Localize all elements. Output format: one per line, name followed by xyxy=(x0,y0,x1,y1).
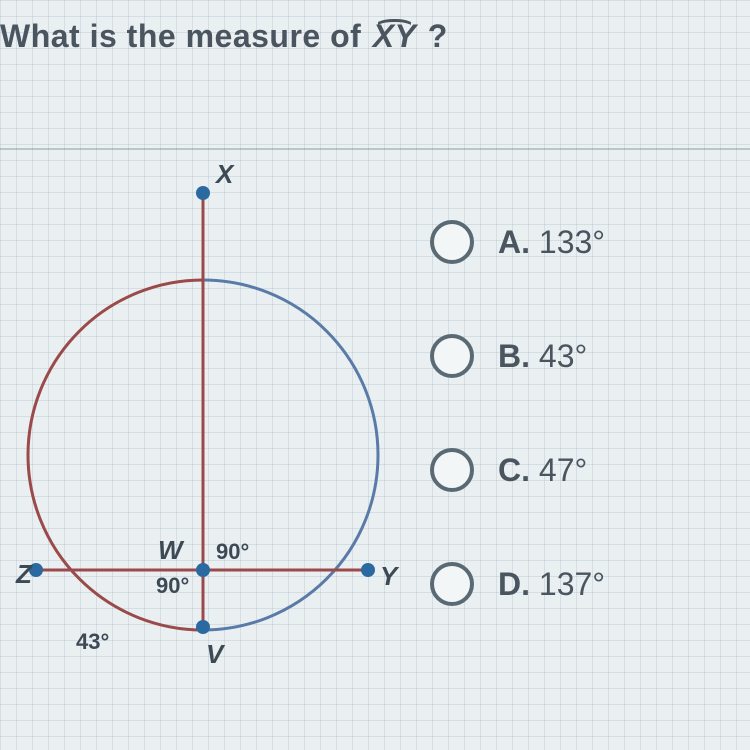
radio-icon[interactable] xyxy=(430,220,474,264)
option-a[interactable]: A. 133° xyxy=(430,220,605,264)
option-c[interactable]: C. 47° xyxy=(430,448,605,492)
question-suffix: ? xyxy=(428,18,448,54)
option-value: 47° xyxy=(539,452,587,488)
option-letter: D. xyxy=(498,566,530,602)
svg-text:X: X xyxy=(214,165,235,189)
question-text: What is the measure of XY ? xyxy=(0,18,448,55)
option-value: 43° xyxy=(539,338,587,374)
option-letter: C. xyxy=(498,452,530,488)
svg-text:90°: 90° xyxy=(156,573,189,598)
svg-text:90°: 90° xyxy=(216,539,249,564)
radio-icon[interactable] xyxy=(430,448,474,492)
option-d[interactable]: D. 137° xyxy=(430,562,605,606)
diagram-svg: X Z Y W V 90° 90° 43° xyxy=(8,165,408,725)
svg-text:W: W xyxy=(158,535,185,565)
answer-options: A. 133° B. 43° C. 47° D. 137° xyxy=(430,220,605,606)
option-value: 137° xyxy=(539,566,605,602)
circle-diagram: X Z Y W V 90° 90° 43° xyxy=(8,165,408,730)
option-letter: B. xyxy=(498,338,530,374)
option-letter: A. xyxy=(498,224,530,260)
arc-symbol: XY xyxy=(371,18,419,55)
svg-text:Z: Z xyxy=(15,559,33,589)
question-prefix: What is the measure of xyxy=(0,18,371,54)
svg-text:Y: Y xyxy=(380,561,400,591)
svg-text:43°: 43° xyxy=(76,629,109,654)
radio-icon[interactable] xyxy=(430,334,474,378)
option-b[interactable]: B. 43° xyxy=(430,334,605,378)
radio-icon[interactable] xyxy=(430,562,474,606)
divider xyxy=(0,148,750,150)
option-value: 133° xyxy=(539,224,605,260)
svg-text:V: V xyxy=(206,639,226,669)
